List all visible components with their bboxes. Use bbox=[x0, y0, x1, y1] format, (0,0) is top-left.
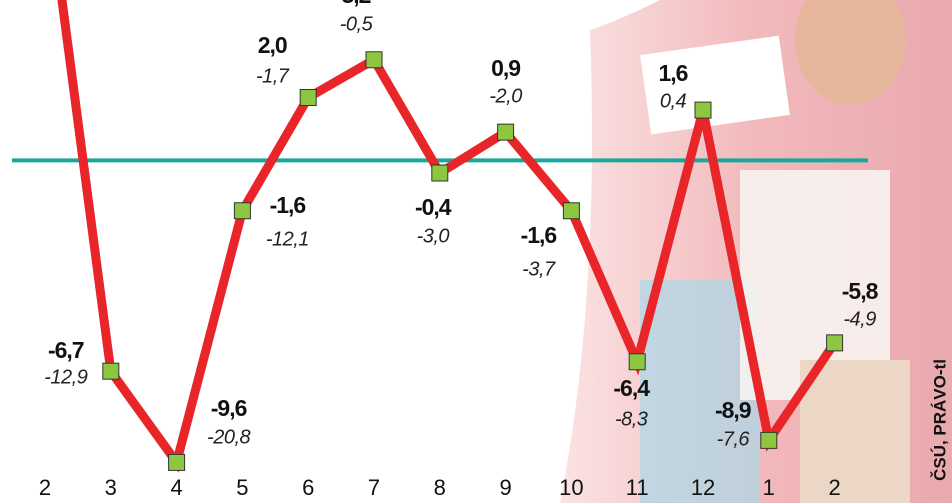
data-label: 2,0 bbox=[258, 32, 287, 58]
x-tick-label: 1 bbox=[763, 475, 775, 500]
marker bbox=[431, 164, 449, 182]
secondary-label: -1,7 bbox=[256, 65, 290, 87]
marker bbox=[299, 89, 317, 107]
trousers bbox=[800, 360, 910, 503]
x-tick-label: 9 bbox=[499, 475, 511, 500]
secondary-label: -7,6 bbox=[717, 428, 751, 450]
marker bbox=[562, 202, 580, 220]
x-tick-label: 10 bbox=[559, 475, 583, 500]
x-tick-label: 8 bbox=[434, 475, 446, 500]
data-label: -5,8 bbox=[842, 278, 879, 304]
secondary-label: -4,9 bbox=[843, 308, 876, 330]
x-tick-label: 5 bbox=[236, 475, 248, 500]
secondary-label: -12,9 bbox=[44, 366, 87, 388]
secondary-label: -0,5 bbox=[340, 13, 374, 35]
marker bbox=[168, 453, 186, 471]
data-label: -8,9 bbox=[715, 397, 751, 423]
data-label: 1,6 bbox=[659, 60, 688, 86]
x-tick-label: 3 bbox=[105, 475, 117, 500]
marker bbox=[760, 431, 778, 449]
x-tick-label: 2 bbox=[39, 475, 51, 500]
secondary-label: -8,3 bbox=[615, 408, 648, 430]
x-tick-label: 4 bbox=[170, 475, 182, 500]
data-label: -9,6 bbox=[211, 395, 247, 421]
secondary-label: -20,8 bbox=[207, 426, 250, 448]
x-tick-label: 12 bbox=[691, 475, 715, 500]
x-tick-label: 6 bbox=[302, 475, 314, 500]
data-label: 0,9 bbox=[491, 55, 520, 81]
x-tick-label: 11 bbox=[626, 475, 649, 500]
data-label: -0,4 bbox=[415, 194, 452, 220]
marker bbox=[102, 362, 120, 380]
secondary-label: -2,0 bbox=[489, 85, 522, 107]
face bbox=[795, 0, 905, 105]
source: ČSÚ, PRÁVO-tl bbox=[930, 359, 949, 481]
secondary-label: -12,1 bbox=[266, 228, 309, 250]
secondary-label: -3,7 bbox=[522, 258, 556, 280]
gift-card bbox=[640, 35, 790, 135]
data-label: -1,6 bbox=[270, 192, 306, 218]
data-label: -6,4 bbox=[613, 375, 650, 401]
data-label: 3,2 bbox=[342, 0, 371, 8]
marker bbox=[694, 101, 712, 119]
marker bbox=[497, 123, 515, 141]
marker bbox=[365, 51, 383, 69]
secondary-label: -3,0 bbox=[417, 225, 450, 247]
marker bbox=[233, 202, 251, 220]
x-tick-label: 7 bbox=[368, 475, 380, 500]
data-label: -6,7 bbox=[48, 337, 84, 363]
secondary-label: 0,4 bbox=[660, 90, 687, 112]
x-tick-label: 2 bbox=[828, 475, 840, 500]
marker bbox=[628, 353, 646, 371]
marker bbox=[826, 334, 844, 352]
data-label: -1,6 bbox=[521, 222, 557, 248]
